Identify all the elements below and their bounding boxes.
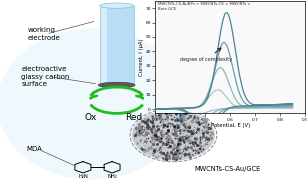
X-axis label: Potential, E (V): Potential, E (V) [211, 123, 250, 128]
Text: H₂N: H₂N [78, 174, 88, 179]
Bar [100, 6, 134, 85]
Text: electroactive
glassy carbon
surface: electroactive glassy carbon surface [21, 66, 70, 87]
Text: MWCNTs-CS-AuNPs > MWCNTs-CS > MWCNTs >
Bare GCE: MWCNTs-CS-AuNPs > MWCNTs-CS > MWCNTs > B… [158, 2, 251, 11]
Ellipse shape [100, 3, 134, 8]
Text: MDA: MDA [26, 146, 42, 152]
Ellipse shape [98, 82, 135, 88]
Bar [101, 6, 107, 85]
Circle shape [132, 110, 215, 161]
Text: MWCNTs-CS-Au/GCE: MWCNTs-CS-Au/GCE [194, 166, 260, 172]
Ellipse shape [0, 28, 187, 180]
Y-axis label: Current, I (μA): Current, I (μA) [139, 38, 144, 76]
Text: NH₂: NH₂ [107, 174, 117, 179]
Text: working
electrode: working electrode [28, 27, 60, 41]
Text: degree of complexity: degree of complexity [180, 48, 232, 63]
Text: Red: Red [125, 113, 142, 122]
Text: Ox: Ox [84, 113, 97, 122]
